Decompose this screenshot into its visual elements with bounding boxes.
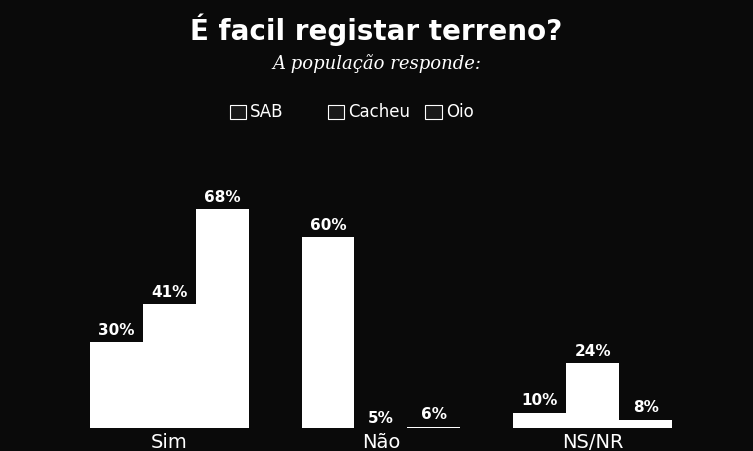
Text: É facil registar terreno?: É facil registar terreno? bbox=[191, 14, 562, 46]
Text: 6%: 6% bbox=[421, 408, 447, 423]
Bar bbox=[407, 427, 460, 448]
Bar bbox=[566, 364, 619, 448]
Text: A população responde:: A população responde: bbox=[272, 54, 481, 73]
Bar bbox=[619, 420, 672, 448]
Text: 41%: 41% bbox=[151, 285, 187, 299]
Text: Cacheu: Cacheu bbox=[348, 103, 410, 121]
Text: 5%: 5% bbox=[368, 411, 394, 426]
Polygon shape bbox=[53, 448, 709, 450]
Polygon shape bbox=[53, 450, 753, 451]
Text: 8%: 8% bbox=[633, 400, 659, 415]
Text: 30%: 30% bbox=[98, 323, 135, 338]
Bar bbox=[514, 413, 566, 448]
Text: SAB: SAB bbox=[250, 103, 283, 121]
Bar bbox=[143, 304, 196, 448]
Text: 24%: 24% bbox=[575, 344, 611, 359]
Text: 60%: 60% bbox=[309, 218, 346, 233]
Bar bbox=[301, 237, 355, 448]
Text: 68%: 68% bbox=[204, 190, 240, 205]
Bar bbox=[355, 430, 407, 448]
Text: 10%: 10% bbox=[522, 393, 558, 409]
Bar bbox=[90, 342, 143, 448]
Bar bbox=[196, 209, 248, 448]
Text: Oio: Oio bbox=[446, 103, 474, 121]
